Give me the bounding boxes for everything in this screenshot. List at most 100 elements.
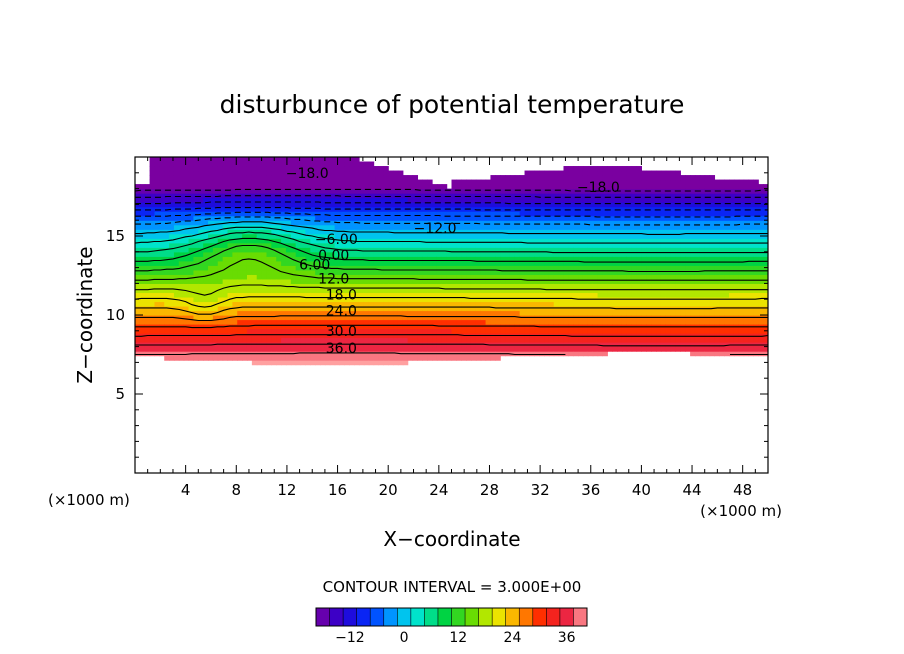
- field-cell: [383, 170, 389, 176]
- field-cell: [466, 197, 472, 203]
- field-cell: [534, 278, 540, 284]
- field-cell: [373, 242, 380, 248]
- field-cell: [295, 260, 302, 266]
- field-cell: [378, 184, 384, 190]
- field-cell: [154, 283, 160, 289]
- field-cell: [432, 215, 438, 221]
- field-cell: [563, 238, 569, 244]
- field-cell: [607, 346, 613, 352]
- field-cell: [524, 278, 531, 284]
- field-cell: [276, 360, 282, 366]
- field-cell: [183, 296, 190, 303]
- field-cell: [281, 337, 287, 343]
- field-cell: [412, 296, 419, 303]
- field-cell: [617, 193, 623, 199]
- field-cell: [373, 256, 380, 262]
- field-cell: [363, 278, 370, 284]
- field-cell: [329, 170, 336, 176]
- field-cell: [607, 229, 613, 235]
- field-cell: [276, 355, 282, 361]
- field-cell: [285, 274, 292, 280]
- field-cell: [490, 193, 496, 199]
- field-cell: [266, 238, 272, 244]
- field-cell: [266, 305, 272, 312]
- field-cell: [612, 269, 618, 275]
- field-cell: [636, 278, 642, 284]
- field-cell: [660, 342, 667, 348]
- field-cell: [203, 175, 209, 181]
- field-cell: [315, 292, 321, 298]
- field-cell: [334, 238, 341, 244]
- field-cell: [193, 193, 199, 199]
- field-cell: [690, 224, 696, 230]
- field-cell: [227, 269, 233, 275]
- field-cell: [631, 319, 638, 325]
- field-cell: [305, 170, 311, 176]
- field-cell: [354, 188, 360, 194]
- field-cell: [183, 256, 190, 262]
- field-cell: [529, 211, 535, 217]
- field-cell: [334, 202, 341, 208]
- field-cell: [183, 220, 190, 226]
- field-cell: [334, 328, 341, 334]
- field-cell: [315, 206, 321, 212]
- field-cell: [612, 242, 618, 248]
- field-cell: [617, 301, 623, 307]
- field-cell: [568, 202, 574, 208]
- field-cell: [246, 315, 253, 321]
- field-cell: [198, 233, 204, 239]
- field-cell: [480, 229, 487, 235]
- field-cell: [553, 251, 560, 257]
- field-cell: [324, 256, 331, 262]
- field-cell: [305, 166, 311, 172]
- field-cell: [339, 188, 345, 194]
- field-cell: [393, 269, 399, 275]
- field-cell: [188, 260, 195, 266]
- field-cell: [656, 333, 662, 339]
- field-cell: [665, 319, 672, 325]
- field-cell: [704, 310, 711, 316]
- field-cell: [144, 256, 151, 262]
- field-cell: [665, 287, 672, 294]
- field-cell: [680, 184, 686, 190]
- field-cell: [232, 328, 238, 334]
- field-cell: [485, 319, 492, 325]
- field-cell: [495, 328, 501, 334]
- field-cell: [436, 251, 443, 257]
- field-cell: [519, 247, 526, 253]
- field-cell: [617, 166, 623, 172]
- field-cell: [704, 337, 711, 343]
- field-cell: [612, 197, 618, 203]
- field-cell: [203, 355, 209, 361]
- field-cell: [295, 296, 302, 303]
- field-cell: [519, 238, 526, 244]
- field-cell: [378, 274, 384, 280]
- field-cell: [232, 170, 238, 176]
- field-cell: [558, 233, 565, 239]
- field-cell: [524, 319, 531, 325]
- field-cell: [660, 247, 667, 253]
- field-cell: [169, 215, 175, 221]
- field-cell: [573, 202, 579, 208]
- field-cell: [339, 324, 345, 330]
- field-cell: [334, 251, 341, 257]
- field-cell: [232, 242, 238, 248]
- field-cell: [363, 287, 370, 294]
- field-cell: [173, 175, 180, 181]
- field-cell: [203, 251, 209, 257]
- field-cell: [188, 188, 195, 194]
- field-cell: [534, 256, 540, 262]
- field-cell: [592, 238, 599, 244]
- field-cell: [344, 166, 350, 172]
- field-cell: [305, 206, 311, 212]
- field-cell: [427, 287, 433, 294]
- field-cell: [358, 337, 365, 343]
- field-cell: [699, 224, 706, 230]
- field-cell: [514, 351, 521, 357]
- field-cell: [451, 251, 457, 257]
- field-cell: [383, 265, 389, 271]
- field-cell: [578, 242, 584, 248]
- field-cell: [397, 256, 404, 262]
- field-cell: [334, 184, 341, 190]
- field-cell: [222, 319, 229, 325]
